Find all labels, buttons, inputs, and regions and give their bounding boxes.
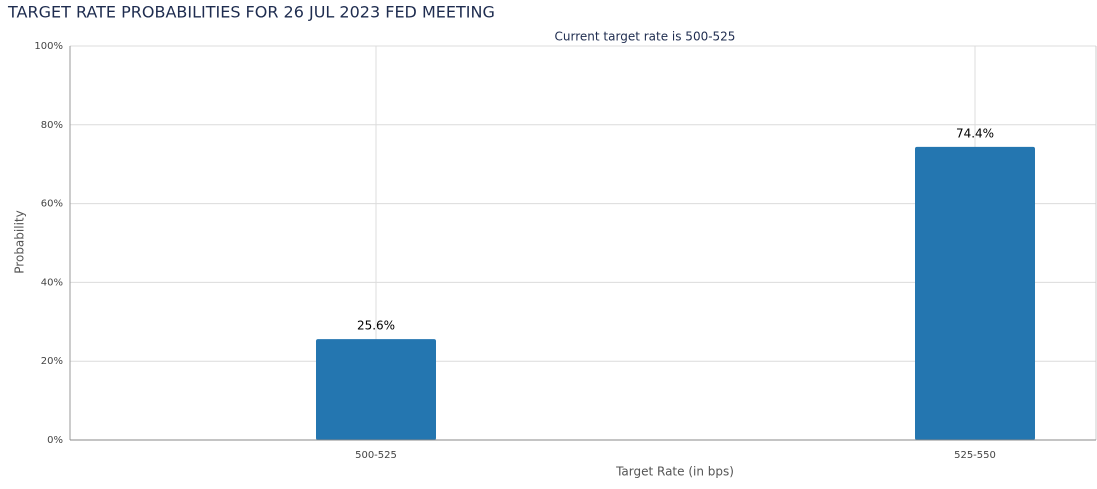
- y-tick-label: 80%: [41, 120, 63, 131]
- value-label: 74.4%: [956, 126, 994, 140]
- bar: [915, 146, 1035, 440]
- y-tick-label: 60%: [41, 199, 63, 210]
- y-tick-label: 40%: [41, 277, 63, 288]
- chart-subtitle: Current target rate is 500-525: [555, 30, 736, 44]
- bar: [316, 339, 436, 440]
- y-tick-label: 20%: [41, 356, 63, 367]
- value-label: 25.6%: [357, 319, 395, 333]
- x-tick-label: 500-525: [355, 450, 397, 461]
- x-axis-label: Target Rate (in bps): [615, 465, 734, 479]
- y-tick-label: 100%: [34, 41, 63, 52]
- y-axis-label: Probability: [13, 210, 27, 273]
- chart-title: TARGET RATE PROBABILITIES FOR 26 JUL 202…: [7, 3, 495, 22]
- y-tick-label: 0%: [47, 435, 63, 446]
- x-tick-label: 525-550: [954, 450, 996, 461]
